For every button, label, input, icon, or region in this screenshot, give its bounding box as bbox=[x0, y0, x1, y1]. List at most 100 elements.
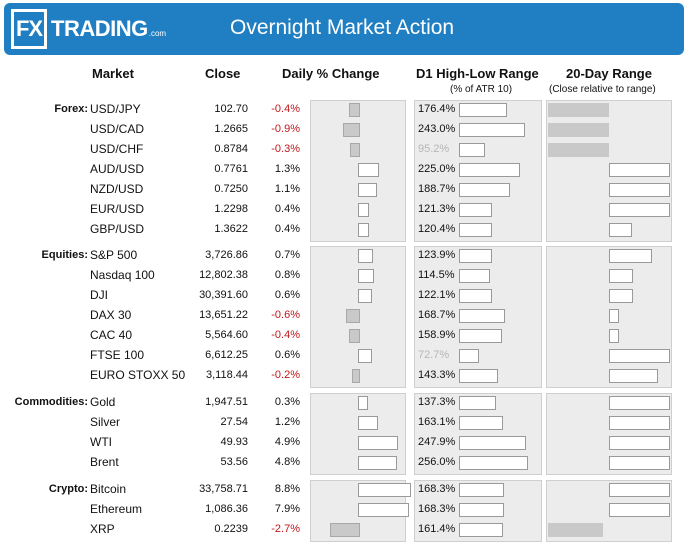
daily-change-bar bbox=[346, 309, 360, 323]
twenty-day-range-bar bbox=[609, 309, 619, 323]
close-value: 30,391.60 bbox=[199, 289, 248, 301]
twenty-day-range-bar bbox=[548, 523, 603, 537]
atr-range-bar bbox=[459, 203, 492, 217]
daily-change-value: 7.9% bbox=[274, 503, 300, 515]
close-value: 102.70 bbox=[214, 103, 248, 115]
atr-range-bar bbox=[459, 503, 504, 517]
twenty-day-range-bar bbox=[548, 143, 609, 157]
atr-range-bar bbox=[459, 483, 504, 497]
atr-range-value: 168.3% bbox=[418, 483, 456, 495]
market-name: Ethereum bbox=[90, 502, 143, 516]
atr-range-value: 72.7% bbox=[418, 349, 450, 361]
close-value: 1.3622 bbox=[214, 223, 248, 235]
daily-change-bar bbox=[358, 456, 397, 470]
atr-range-bar bbox=[459, 183, 510, 197]
daily-change-bar bbox=[358, 289, 372, 303]
close-value: 1.2298 bbox=[214, 203, 248, 215]
atr-range-bar bbox=[459, 456, 528, 470]
daily-change-value: 0.8% bbox=[274, 269, 300, 281]
daily-change-bar bbox=[358, 503, 409, 517]
atr-range-bar bbox=[459, 369, 498, 383]
atr-range-value: 114.5% bbox=[418, 269, 455, 281]
atr-range-bar bbox=[459, 143, 485, 157]
close-value: 3,118.44 bbox=[205, 369, 248, 381]
twenty-day-range-bar bbox=[609, 349, 670, 363]
twenty-day-range-bar bbox=[609, 436, 670, 450]
market-name: Gold bbox=[90, 395, 116, 409]
twenty-day-range-bar bbox=[609, 223, 632, 237]
market-name: NZD/USD bbox=[90, 182, 144, 196]
close-value: 49.93 bbox=[220, 436, 248, 448]
market-name: WTI bbox=[90, 435, 112, 449]
column-header-range: D1 High-Low Range bbox=[416, 66, 539, 81]
market-name: Silver bbox=[90, 415, 121, 429]
daily-change-value: -0.4% bbox=[271, 329, 300, 341]
daily-change-bar bbox=[343, 123, 360, 137]
twenty-day-range-bar bbox=[609, 503, 670, 517]
daily-change-value: 0.4% bbox=[274, 223, 300, 235]
twenty-day-range-bar bbox=[609, 396, 670, 410]
atr-range-value: 121.3% bbox=[418, 203, 456, 215]
atr-range-bar bbox=[459, 436, 526, 450]
atr-range-bar bbox=[459, 123, 525, 137]
atr-range-value: 143.3% bbox=[418, 369, 456, 381]
daily-change-value: 4.8% bbox=[274, 456, 300, 468]
twenty-day-range-bar bbox=[609, 456, 670, 470]
atr-range-value: 247.9% bbox=[418, 436, 456, 448]
close-value: 3,726.86 bbox=[205, 249, 248, 261]
atr-range-bar bbox=[459, 416, 503, 430]
daily-change-value: -0.9% bbox=[271, 123, 300, 135]
daily-change-value: 1.1% bbox=[274, 183, 300, 195]
close-value: 13,651.22 bbox=[199, 309, 248, 321]
daily-change-bar bbox=[358, 223, 369, 237]
daily-change-value: 0.4% bbox=[274, 203, 300, 215]
daily-change-value: 1.3% bbox=[274, 163, 300, 175]
group-label: Crypto: bbox=[48, 483, 88, 495]
daily-change-bar bbox=[349, 329, 360, 343]
close-value: 0.7250 bbox=[214, 183, 248, 195]
close-value: 27.54 bbox=[220, 416, 248, 428]
close-value: 0.8784 bbox=[214, 143, 248, 155]
column-header-close: Close bbox=[205, 66, 241, 81]
market-name: Brent bbox=[90, 455, 119, 469]
atr-range-bar bbox=[459, 349, 479, 363]
daily-change-bar bbox=[358, 249, 373, 263]
daily-change-bar bbox=[358, 416, 378, 430]
daily-change-bar bbox=[358, 436, 398, 450]
atr-range-value: 137.3% bbox=[418, 396, 456, 408]
close-value: 12,802.38 bbox=[199, 269, 248, 281]
daily-change-value: 8.8% bbox=[274, 483, 300, 495]
column-header-daily-change: Daily % Change bbox=[282, 66, 380, 81]
twenty-day-range-bar bbox=[548, 103, 609, 117]
daily-change-bar bbox=[358, 163, 379, 177]
daily-change-value: 0.7% bbox=[274, 249, 300, 261]
group-label: Commodities: bbox=[14, 396, 88, 408]
atr-range-value: 122.1% bbox=[418, 289, 456, 301]
close-value: 33,758.71 bbox=[199, 483, 248, 495]
twenty-day-range-bar bbox=[609, 369, 658, 383]
brand-logo[interactable]: FX TRADING .com bbox=[11, 9, 166, 49]
market-name: USD/CHF bbox=[90, 142, 144, 156]
market-name: FTSE 100 bbox=[90, 348, 145, 362]
daily-change-bar bbox=[358, 483, 411, 497]
daily-change-value: -0.2% bbox=[271, 369, 300, 381]
logo-text: TRADING bbox=[51, 16, 148, 41]
column-header-market: Market bbox=[92, 66, 134, 81]
daily-change-bar bbox=[349, 103, 360, 117]
twenty-day-range-bar bbox=[609, 269, 633, 283]
column-header-twenty-day: 20-Day Range bbox=[566, 66, 652, 81]
atr-range-bar bbox=[459, 163, 520, 177]
close-value: 0.7761 bbox=[214, 163, 248, 175]
daily-change-value: 0.3% bbox=[274, 396, 300, 408]
atr-range-bar bbox=[459, 396, 496, 410]
atr-range-bar bbox=[459, 223, 492, 237]
market-name: DJI bbox=[90, 288, 108, 302]
daily-change-value: -0.4% bbox=[271, 103, 300, 115]
daily-change-value: 4.9% bbox=[274, 436, 300, 448]
market-name: AUD/USD bbox=[90, 162, 145, 176]
logo-mark: FX bbox=[11, 9, 47, 49]
daily-change-value: 1.2% bbox=[274, 416, 300, 428]
market-name: XRP bbox=[90, 522, 115, 536]
atr-range-bar bbox=[459, 309, 505, 323]
group-label: Equities: bbox=[41, 249, 88, 261]
